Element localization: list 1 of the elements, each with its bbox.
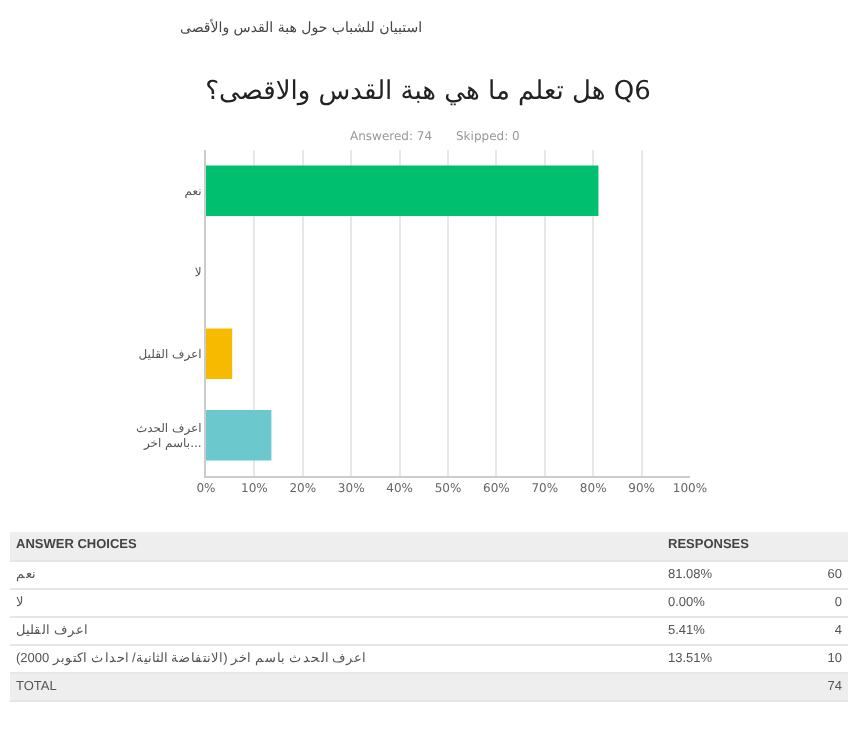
chart-title: هل تعلم ما هي هبة القدس والاقصى؟ Q6 <box>205 77 651 108</box>
